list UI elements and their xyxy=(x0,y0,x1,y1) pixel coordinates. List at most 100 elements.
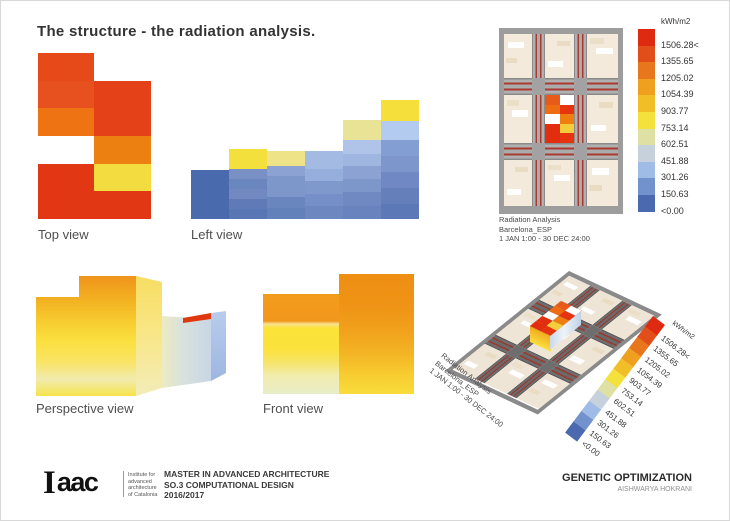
grid-cell xyxy=(38,136,94,164)
grid-cell xyxy=(94,191,151,220)
caption-line: Barcelona_ESP xyxy=(499,224,552,234)
street xyxy=(574,160,587,206)
street xyxy=(532,34,545,78)
grid-cell xyxy=(559,133,574,143)
grid-cell xyxy=(559,95,574,105)
grid-cell xyxy=(381,204,419,219)
legend-swatch xyxy=(638,195,655,213)
caption-line: MASTER IN ADVANCED ARCHITECTURE xyxy=(164,469,330,479)
street xyxy=(587,78,618,95)
city-block xyxy=(545,34,574,78)
legend-label: 602.51 xyxy=(661,139,689,150)
grid-cell xyxy=(229,149,267,169)
grid-cell xyxy=(267,151,305,166)
front-view-column xyxy=(263,294,339,394)
grid-cell xyxy=(229,179,267,189)
street xyxy=(504,78,532,95)
grid-cell xyxy=(267,208,305,219)
legend-label: 150.63 xyxy=(661,189,689,199)
grid-cell xyxy=(94,108,151,137)
grid-cell xyxy=(343,166,381,179)
radiation-map-plan xyxy=(499,28,623,214)
legend-swatch xyxy=(638,78,655,96)
street xyxy=(532,95,545,143)
grid-cell xyxy=(381,188,419,204)
grid-cell xyxy=(559,104,574,115)
legend-swatch xyxy=(638,62,655,80)
grid-cell xyxy=(38,191,94,220)
page-title: The structure - the radiation analysis. xyxy=(37,23,316,40)
legend-label: 1355.65 xyxy=(661,56,694,67)
grid-cell xyxy=(343,192,381,206)
left-view-label: Left view xyxy=(191,227,243,242)
legend-label: 753.14 xyxy=(661,122,689,133)
grid-cell xyxy=(381,172,419,188)
street xyxy=(587,143,618,160)
perspective-view-diagram xyxy=(36,276,226,396)
grid-cell xyxy=(94,163,151,192)
legend-title: kWh/m2 xyxy=(661,17,691,26)
city-block xyxy=(504,160,532,206)
street xyxy=(574,78,587,95)
street xyxy=(545,143,574,160)
radiation-legend: kWh/m2 1506.28< 1355.65 1205.02 1054.39 903.7… xyxy=(638,17,729,219)
front-view-label: Front view xyxy=(263,401,323,416)
footer-divider xyxy=(123,471,124,497)
grid-cell xyxy=(343,140,381,154)
street xyxy=(532,143,545,160)
institute-text: Institute for advanced architecture of Cata… xyxy=(128,472,157,498)
grid-cell xyxy=(381,156,419,172)
city-block xyxy=(587,95,618,143)
grid-cell xyxy=(381,140,419,156)
grid-cell xyxy=(343,206,381,219)
grid-cell xyxy=(267,187,305,197)
grid-cell xyxy=(305,151,343,169)
left-view-column xyxy=(191,170,229,219)
legend-title: kWh/m2 xyxy=(670,320,696,342)
grid-cell xyxy=(38,80,94,109)
grid-cell xyxy=(545,123,560,134)
grid-cell xyxy=(559,114,574,124)
street xyxy=(532,160,545,206)
city-block xyxy=(587,34,618,78)
front-view-diagram xyxy=(263,274,414,394)
building-footprint-grid xyxy=(545,95,574,143)
grid-cell xyxy=(267,197,305,208)
iaac-logo-aac: aac xyxy=(56,467,99,497)
caption-line: Radiation Analysis xyxy=(499,215,561,224)
grid-cell xyxy=(545,95,560,105)
front-view-column xyxy=(339,274,414,394)
radiation-map-caption: Radiation Analysis Barcelona_ESP 1 JAN 1:0… xyxy=(499,215,590,244)
street xyxy=(574,34,587,78)
street xyxy=(504,143,532,160)
street xyxy=(532,78,545,95)
grid-cell xyxy=(229,209,267,219)
left-view-column xyxy=(229,149,267,219)
left-view-diagram xyxy=(191,100,419,219)
city-block xyxy=(504,34,532,78)
caption-line: of Catalonia xyxy=(128,491,158,498)
legend-label: 1506.28< xyxy=(661,39,699,50)
grid-cell xyxy=(559,123,574,134)
grid-cell xyxy=(38,163,94,192)
grid-cell xyxy=(94,136,151,164)
legend-swatch xyxy=(638,128,655,146)
street xyxy=(545,78,574,95)
legend-swatch xyxy=(638,161,655,179)
legend-label: 1205.02 xyxy=(661,72,694,83)
legend-swatch xyxy=(638,45,655,63)
legend-swatch xyxy=(638,145,655,163)
legend-swatch xyxy=(638,112,655,130)
caption-line: SO.3 COMPUTATIONAL DESIGN xyxy=(164,479,294,490)
program-text: MASTER IN ADVANCED ARCHITECTURE SO.3 COMP… xyxy=(164,469,329,501)
caption-line: 2016/2017 xyxy=(164,490,205,500)
perspective-face xyxy=(162,316,211,388)
perspective-face xyxy=(136,276,162,396)
legend-label: 451.88 xyxy=(661,155,689,166)
left-view-column xyxy=(305,151,343,219)
city-block xyxy=(504,95,532,143)
legend-label: <0.00 xyxy=(661,205,684,216)
grid-cell xyxy=(545,133,560,143)
grid-cell xyxy=(305,194,343,206)
